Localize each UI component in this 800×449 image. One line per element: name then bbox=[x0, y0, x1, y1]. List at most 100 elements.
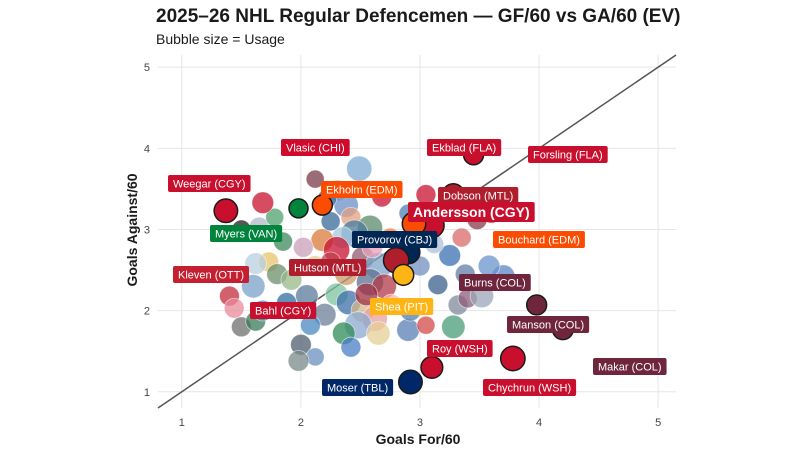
player-bubble bbox=[525, 294, 548, 316]
player-label-text: Chychrun (WSH) bbox=[488, 383, 571, 395]
player-label: Kleven (OTT) bbox=[173, 266, 250, 283]
player-label: Shea (PIT) bbox=[370, 298, 434, 315]
player-label-text: Dobson (MTL) bbox=[443, 191, 513, 203]
bubble bbox=[320, 211, 341, 232]
player-bubble bbox=[397, 369, 423, 395]
player-label-box bbox=[289, 259, 367, 276]
tick-labels: 1 2 3 4 5 1 2 3 4 5 bbox=[144, 62, 661, 429]
player-label: Andersson (CGY) bbox=[408, 202, 535, 222]
x-tick-label: 5 bbox=[655, 417, 661, 429]
player-label-box bbox=[459, 274, 531, 291]
y-tick-label: 5 bbox=[144, 62, 150, 74]
x-tick-label: 4 bbox=[536, 417, 542, 429]
bubble bbox=[416, 315, 436, 335]
player-bubble bbox=[499, 345, 526, 372]
player-label-text: Ekblad (FLA) bbox=[432, 143, 496, 155]
bubble bbox=[223, 297, 245, 319]
player-label: Bouchard (EDM) bbox=[493, 231, 585, 248]
player-label-text: Moser (TBL) bbox=[327, 383, 388, 395]
bubble bbox=[305, 169, 325, 189]
player-label: Burns (COL) bbox=[459, 274, 531, 291]
y-tick-label: 4 bbox=[144, 143, 150, 155]
player-labels: Vlasic (CHI) Ekblad (FLA) Forsling (FLA) We… bbox=[168, 139, 667, 396]
player-label-box bbox=[168, 175, 251, 192]
player-label: Moser (TBL) bbox=[322, 379, 394, 396]
x-axis-title: Goals For/60 bbox=[376, 431, 461, 447]
player-label: Chychrun (WSH) bbox=[483, 379, 577, 396]
player-label-box bbox=[173, 266, 250, 283]
player-label-text: Kleven (OTT) bbox=[178, 270, 244, 282]
player-label: Manson (COL) bbox=[507, 316, 590, 333]
bubble bbox=[346, 155, 373, 182]
player-label: Roy (WSH) bbox=[427, 340, 493, 357]
player-label-text: Weegar (CGY) bbox=[173, 179, 246, 191]
chart-title: 2025–26 NHL Regular Defencemen — GF/60 v… bbox=[156, 6, 681, 27]
player-label-text: Manson (COL) bbox=[512, 320, 584, 332]
player-label-text: Makar (COL) bbox=[598, 362, 662, 374]
bubble bbox=[251, 191, 275, 214]
player-label-box bbox=[322, 379, 394, 396]
player-label-box bbox=[593, 358, 667, 375]
bubble bbox=[366, 321, 391, 346]
player-label-box bbox=[408, 202, 535, 222]
player-label: Makar (COL) bbox=[593, 358, 667, 375]
player-label: Ekblad (FLA) bbox=[427, 139, 502, 156]
player-bubble bbox=[213, 198, 239, 224]
bubble bbox=[287, 350, 310, 372]
player-label: Weegar (CGY) bbox=[168, 175, 251, 192]
y-tick-label: 3 bbox=[144, 224, 150, 236]
player-label-text: Bahl (CGY) bbox=[255, 306, 311, 318]
bubble bbox=[340, 336, 362, 358]
bubble bbox=[477, 254, 501, 278]
player-label-text: Andersson (CGY) bbox=[413, 204, 530, 220]
bubble bbox=[441, 314, 466, 340]
player-label-text: Roy (WSH) bbox=[432, 344, 488, 356]
player-label-box bbox=[493, 231, 585, 248]
y-axis-title: Goals Against/60 bbox=[124, 173, 140, 286]
player-label-text: Ekholm (EDM) bbox=[326, 185, 398, 197]
player-label: Myers (VAN) bbox=[210, 225, 283, 242]
x-tick-label: 3 bbox=[417, 417, 423, 429]
player-label-text: Provorov (CBJ) bbox=[357, 235, 432, 247]
player-label-text: Hutson (MTL) bbox=[294, 263, 361, 275]
player-label-box bbox=[483, 379, 577, 396]
player-label-box bbox=[281, 139, 350, 156]
player-bubble bbox=[311, 194, 334, 216]
player-label-box bbox=[321, 181, 403, 198]
player-label-text: Forsling (FLA) bbox=[533, 150, 603, 162]
player-label-box bbox=[528, 146, 608, 163]
bubble bbox=[427, 274, 449, 296]
player-label-text: Shea (PIT) bbox=[375, 302, 428, 314]
player-label: Forsling (FLA) bbox=[528, 146, 608, 163]
bubble bbox=[244, 252, 267, 275]
chart-subtitle: Bubble size = Usage bbox=[156, 31, 285, 47]
player-label: Hutson (MTL) bbox=[289, 259, 367, 276]
y-tick-label: 2 bbox=[144, 306, 150, 318]
y-tick-label: 1 bbox=[144, 387, 150, 399]
player-label-text: Myers (VAN) bbox=[215, 229, 277, 241]
bubble bbox=[415, 184, 437, 205]
bubble bbox=[438, 244, 461, 267]
player-bubble bbox=[288, 198, 309, 219]
player-label: Vlasic (CHI) bbox=[281, 139, 350, 156]
player-label-box bbox=[210, 225, 283, 242]
player-bubble bbox=[420, 355, 444, 380]
bubble bbox=[292, 236, 314, 258]
player-label-text: Bouchard (EDM) bbox=[498, 235, 580, 247]
player-label-box bbox=[427, 340, 493, 357]
player-bubble bbox=[392, 263, 415, 287]
player-label-box bbox=[250, 302, 317, 319]
player-label-box bbox=[352, 231, 438, 248]
x-tick-label: 1 bbox=[179, 417, 185, 429]
bubble bbox=[396, 318, 420, 342]
player-label-text: Vlasic (CHI) bbox=[286, 143, 345, 155]
player-label: Provorov (CBJ) bbox=[352, 231, 438, 248]
player-label-box bbox=[438, 187, 519, 204]
bubble bbox=[451, 227, 472, 248]
player-label-text: Burns (COL) bbox=[464, 278, 526, 290]
player-label-box bbox=[427, 139, 502, 156]
player-label: Dobson (MTL) bbox=[438, 187, 519, 204]
player-label: Ekholm (EDM) bbox=[321, 181, 403, 198]
player-label-box bbox=[507, 316, 590, 333]
